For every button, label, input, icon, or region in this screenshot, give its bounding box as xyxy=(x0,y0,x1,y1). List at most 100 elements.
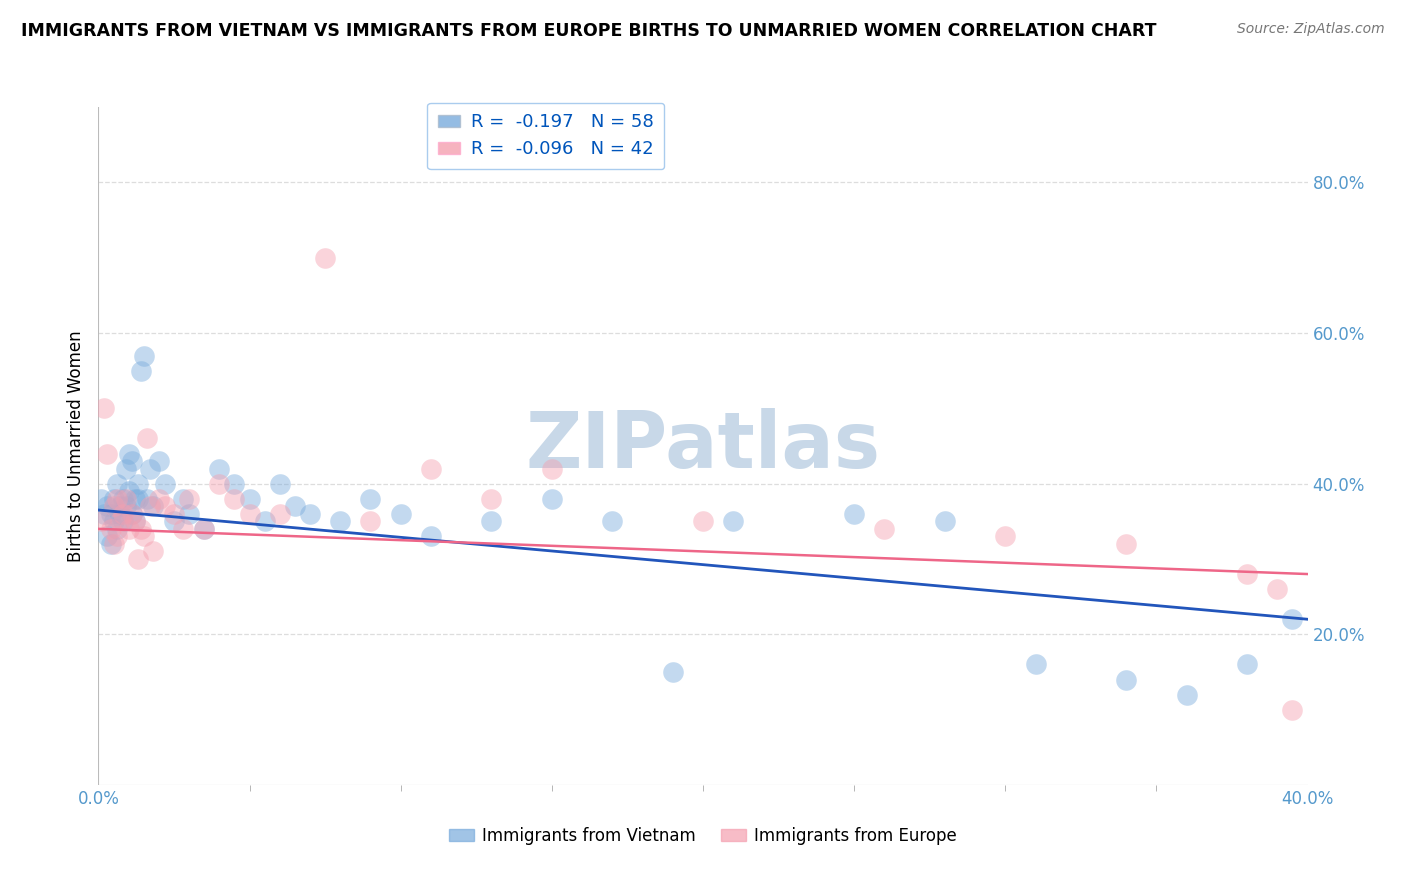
Y-axis label: Births to Unmarried Women: Births to Unmarried Women xyxy=(66,330,84,562)
Point xyxy=(360,514,382,528)
Point xyxy=(103,514,125,528)
Point xyxy=(389,507,412,521)
Point xyxy=(723,514,745,528)
Point xyxy=(163,514,186,528)
Point xyxy=(142,544,165,558)
Point xyxy=(139,500,162,514)
Point xyxy=(118,484,141,499)
Point xyxy=(844,507,866,521)
Point xyxy=(105,476,128,491)
Point xyxy=(108,507,131,521)
Point xyxy=(105,522,128,536)
Point xyxy=(132,529,155,543)
Point xyxy=(105,529,128,543)
Point xyxy=(1024,657,1046,672)
Point xyxy=(121,507,143,521)
Point xyxy=(111,491,134,506)
Point xyxy=(124,491,146,506)
Point xyxy=(108,500,131,514)
Point xyxy=(179,491,201,506)
Point xyxy=(420,461,443,475)
Point xyxy=(420,529,443,543)
Point xyxy=(148,491,170,506)
Point xyxy=(135,491,157,506)
Point xyxy=(114,461,136,475)
Text: Source: ZipAtlas.com: Source: ZipAtlas.com xyxy=(1237,22,1385,37)
Point xyxy=(103,500,125,514)
Point xyxy=(329,514,352,528)
Point xyxy=(124,514,146,528)
Point xyxy=(105,491,128,506)
Point xyxy=(1281,703,1303,717)
Point xyxy=(481,514,503,528)
Text: ZIPatlas: ZIPatlas xyxy=(526,408,880,484)
Point xyxy=(135,432,157,446)
Point xyxy=(114,491,136,506)
Point xyxy=(208,476,231,491)
Point xyxy=(96,529,118,543)
Point xyxy=(1281,612,1303,626)
Point xyxy=(129,522,152,536)
Point xyxy=(93,401,115,416)
Point xyxy=(314,251,336,265)
Point xyxy=(253,514,276,528)
Point xyxy=(269,507,291,521)
Point xyxy=(269,476,291,491)
Point xyxy=(148,454,170,468)
Point xyxy=(179,507,201,521)
Point xyxy=(124,514,146,528)
Point xyxy=(193,522,215,536)
Point xyxy=(111,507,134,521)
Point xyxy=(153,476,176,491)
Point xyxy=(121,454,143,468)
Point xyxy=(360,491,382,506)
Point xyxy=(208,461,231,475)
Point xyxy=(1115,673,1137,687)
Point xyxy=(193,522,215,536)
Point xyxy=(481,491,503,506)
Point xyxy=(100,537,122,551)
Point xyxy=(994,529,1017,543)
Point xyxy=(172,491,194,506)
Point xyxy=(540,491,562,506)
Point xyxy=(96,500,118,514)
Point xyxy=(111,514,134,528)
Point xyxy=(153,500,176,514)
Point xyxy=(1236,567,1258,582)
Point xyxy=(132,349,155,363)
Point xyxy=(108,514,131,528)
Point xyxy=(90,491,112,506)
Point xyxy=(163,507,186,521)
Point xyxy=(121,507,143,521)
Point xyxy=(661,665,683,679)
Point xyxy=(118,446,141,460)
Point xyxy=(127,476,149,491)
Point xyxy=(129,364,152,378)
Point xyxy=(284,500,307,514)
Point xyxy=(1115,537,1137,551)
Point xyxy=(93,507,115,521)
Legend: Immigrants from Vietnam, Immigrants from Europe: Immigrants from Vietnam, Immigrants from… xyxy=(443,820,963,851)
Point xyxy=(100,507,122,521)
Point xyxy=(142,500,165,514)
Point xyxy=(90,514,112,528)
Point xyxy=(127,552,149,566)
Point xyxy=(118,522,141,536)
Text: IMMIGRANTS FROM VIETNAM VS IMMIGRANTS FROM EUROPE BIRTHS TO UNMARRIED WOMEN CORR: IMMIGRANTS FROM VIETNAM VS IMMIGRANTS FR… xyxy=(21,22,1157,40)
Point xyxy=(96,446,118,460)
Point xyxy=(873,522,896,536)
Point xyxy=(224,476,246,491)
Point xyxy=(1236,657,1258,672)
Point xyxy=(602,514,624,528)
Point xyxy=(692,514,714,528)
Point xyxy=(139,461,162,475)
Point xyxy=(1267,582,1289,596)
Point xyxy=(239,507,262,521)
Point xyxy=(114,500,136,514)
Point xyxy=(100,522,122,536)
Point xyxy=(103,491,125,506)
Point xyxy=(934,514,956,528)
Point xyxy=(299,507,322,521)
Point xyxy=(127,491,149,506)
Point xyxy=(103,537,125,551)
